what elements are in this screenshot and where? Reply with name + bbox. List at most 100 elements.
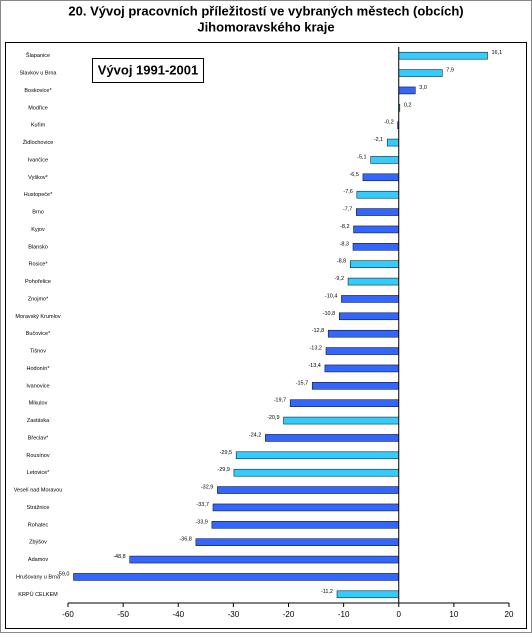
value-label: -13,2 [309,346,322,352]
y-tick-label: Šlapanice [26,52,50,59]
y-tick-label: Ivanovice [26,383,49,389]
y-tick-label: Mikulov [29,401,48,407]
y-tick-label: Veselí nad Moravou [14,488,63,494]
y-tick-label: Židlochovice [23,138,54,146]
value-label: -33,7 [196,502,209,508]
y-tick-label: Kuřim [31,123,46,129]
bar [325,347,399,355]
y-tick-label: Rosice* [29,262,49,268]
value-label: -10,4 [325,293,338,299]
y-tick-label: Tišnov [30,349,46,355]
value-label: -29,5 [220,450,233,456]
x-tick-label: -50 [117,610,129,619]
value-label: -19,7 [274,398,287,404]
value-label: -0,2 [384,120,393,126]
bar [356,208,399,216]
value-label: -2,1 [374,137,383,143]
y-tick-label: Pohořelice [25,279,51,285]
value-label: 16,1 [492,50,503,56]
y-tick-label: Modřice [28,105,48,111]
bar [283,416,400,425]
y-tick-label: KRPÚ CELKEM [18,591,58,598]
bar [353,225,399,234]
chart-frame [5,42,527,629]
y-tick-label: Ivančice [28,157,48,163]
x-tick-label: -20 [283,610,295,619]
x-tick-label: 10 [449,610,458,619]
y-tick-label: Hustopeče* [24,192,53,198]
bar [212,503,399,512]
value-label: -5,1 [357,154,366,160]
bar [370,156,400,164]
bar [341,295,400,303]
y-tick-label: Strážnice [27,505,50,511]
value-label: -32,9 [201,485,214,491]
bar [398,51,488,60]
value-label: -59,0 [57,571,70,577]
value-label: 0,2 [404,102,412,108]
y-tick-label: Bučovice* [26,331,51,337]
value-label: -36,8 [179,537,192,543]
bar [235,451,399,460]
bar [327,329,399,338]
value-label: -13,4 [308,363,321,369]
bar [349,260,399,268]
value-label: -24,2 [249,432,262,438]
bar [233,468,399,477]
y-tick-label: Hrušovany u Brna [16,574,61,580]
y-tick-label: Slavkov u Brna [20,71,58,77]
bar [398,86,416,95]
value-label: -8,2 [340,224,349,230]
bar [73,573,399,581]
value-label: 7,9 [446,68,454,74]
bar [129,555,400,564]
y-tick-label: Blansko [28,244,48,250]
value-label: -10,8 [323,311,336,317]
bar [211,521,399,529]
bar [338,312,399,321]
y-tick-label: Kyjov [31,227,45,233]
annotation: Vývoj 1991-2001 [98,62,198,77]
value-label: -48,8 [113,554,126,560]
annotation-box [92,58,204,83]
bar [289,399,399,407]
x-tick-label: -60 [62,610,74,619]
y-tick-label: Rohatec [28,522,49,528]
value-label: -20,9 [267,415,280,421]
value-label: -33,9 [195,519,208,525]
x-tick-label: -40 [172,610,184,619]
bar [217,486,399,494]
value-label: -29,9 [217,467,230,473]
value-label: -12,8 [312,328,325,334]
value-label: -7,6 [343,189,352,195]
bar [265,434,399,442]
value-label: -6,5 [349,172,358,178]
y-tick-label: Vyškov* [28,175,49,181]
value-label: -7,7 [343,207,352,213]
y-tick-label: Znojmo* [28,296,49,302]
bar [347,277,400,286]
bar [311,382,399,390]
value-label: -15,7 [296,380,309,386]
x-tick-label: 0 [397,610,402,619]
y-tick-label: Adamov [28,557,48,563]
y-tick-label: Letovice* [27,470,50,476]
x-tick-label: 20 [505,610,514,619]
y-tick-label: Boskovice* [24,88,52,94]
y-tick-label: Zastávka [27,418,50,424]
bar [352,243,399,251]
value-label: -8,8 [337,259,346,265]
x-tick-label: -30 [228,610,240,619]
chart-subtitle: Jihomoravského kraje [197,19,334,34]
value-label: 3,0 [419,85,427,91]
bar [356,190,400,199]
bar [398,69,443,77]
bar [362,173,400,182]
bar [195,538,399,546]
x-tick-label: -10 [338,610,350,619]
y-tick-label: Břeclav* [28,435,49,441]
y-tick-label: Rousínov [26,453,49,459]
value-label: -9,2 [335,276,344,282]
chart-title: 20. Vývoj pracovních příležitostí ve vyb… [68,3,463,18]
